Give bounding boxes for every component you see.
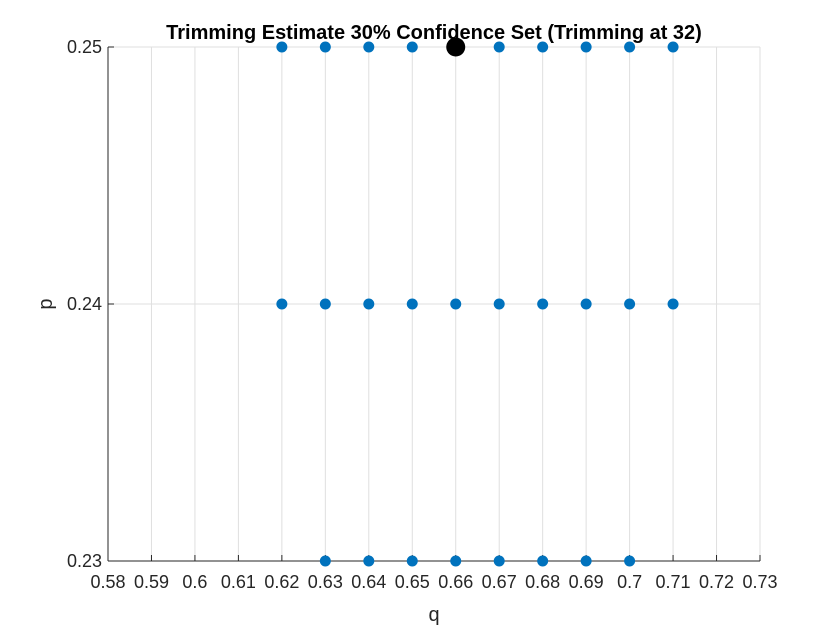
data-point bbox=[493, 298, 505, 310]
data-point bbox=[276, 41, 288, 53]
data-point bbox=[406, 41, 418, 53]
data-point bbox=[493, 555, 505, 567]
x-tick-label: 0.7 bbox=[617, 572, 642, 592]
data-point bbox=[450, 298, 462, 310]
x-tick-label: 0.68 bbox=[525, 572, 560, 592]
x-tick-label: 0.63 bbox=[308, 572, 343, 592]
data-point bbox=[580, 298, 592, 310]
data-point bbox=[580, 555, 592, 567]
data-point bbox=[667, 298, 679, 310]
x-tick-label: 0.66 bbox=[438, 572, 473, 592]
x-tick-label: 0.61 bbox=[221, 572, 256, 592]
data-point bbox=[406, 298, 418, 310]
x-tick-label: 0.67 bbox=[482, 572, 517, 592]
data-point bbox=[319, 41, 331, 53]
data-point bbox=[406, 555, 418, 567]
data-point bbox=[363, 298, 375, 310]
x-tick-label: 0.73 bbox=[742, 572, 777, 592]
data-point bbox=[580, 41, 592, 53]
x-axis-label: q bbox=[428, 604, 439, 626]
x-tick-label: 0.6 bbox=[182, 572, 207, 592]
data-point bbox=[319, 298, 331, 310]
grid-layer bbox=[107, 46, 761, 562]
x-tick-label: 0.59 bbox=[134, 572, 169, 592]
data-point bbox=[624, 298, 636, 310]
chart-title: Trimming Estimate 30% Confidence Set (Tr… bbox=[166, 22, 702, 44]
y-axis-label: p bbox=[35, 298, 57, 309]
data-point bbox=[363, 41, 375, 53]
x-tick-label: 0.72 bbox=[699, 572, 734, 592]
data-point bbox=[493, 41, 505, 53]
data-point bbox=[537, 298, 549, 310]
x-tick-label: 0.69 bbox=[569, 572, 604, 592]
x-tick-label: 0.71 bbox=[656, 572, 691, 592]
labels-layer: Trimming Estimate 30% Confidence Set (Tr… bbox=[35, 22, 778, 626]
data-point bbox=[450, 555, 462, 567]
x-tick-label: 0.62 bbox=[264, 572, 299, 592]
data-point bbox=[624, 41, 636, 53]
data-point bbox=[537, 41, 549, 53]
axes-layer bbox=[107, 46, 761, 562]
y-tick-label: 0.24 bbox=[67, 294, 102, 314]
highlight-point bbox=[446, 37, 466, 57]
y-tick-label: 0.25 bbox=[67, 37, 102, 57]
data-point bbox=[537, 555, 549, 567]
points-layer bbox=[276, 37, 679, 567]
x-tick-label: 0.65 bbox=[395, 572, 430, 592]
x-tick-label: 0.58 bbox=[90, 572, 125, 592]
data-point bbox=[667, 41, 679, 53]
x-tick-label: 0.64 bbox=[351, 572, 386, 592]
data-point bbox=[624, 555, 636, 567]
data-point bbox=[363, 555, 375, 567]
data-point bbox=[319, 555, 331, 567]
y-tick-label: 0.23 bbox=[67, 551, 102, 571]
data-point bbox=[276, 298, 288, 310]
